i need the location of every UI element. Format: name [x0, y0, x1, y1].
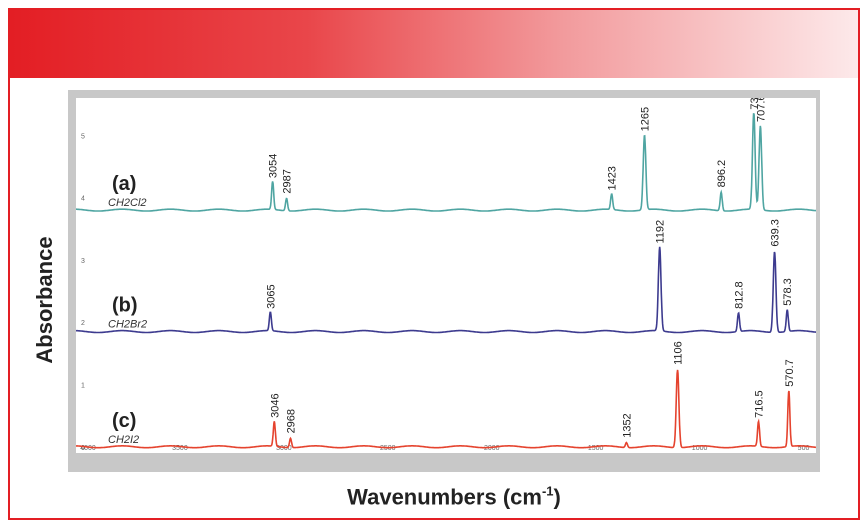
- peak-label: 1423: [607, 166, 619, 190]
- y-tick-label: 1: [81, 382, 85, 389]
- series-formula: CH2Cl2: [108, 197, 147, 209]
- peak-label: 2987: [282, 169, 294, 193]
- x-axis-label-text: Wavenumbers (cm: [347, 484, 542, 510]
- x-tick-label: 1500: [588, 445, 604, 452]
- series-formula: CH2I2: [108, 434, 139, 446]
- peak-label: 639.3: [770, 219, 782, 247]
- peak-label: 739.3: [749, 98, 761, 110]
- y-tick-label: 3: [81, 258, 85, 265]
- peak-label: 3046: [269, 393, 281, 417]
- peak-label: 1265: [640, 107, 652, 131]
- series-formula: CH2Br2: [108, 319, 147, 331]
- peak-label: 1192: [655, 220, 667, 244]
- series-line-a: [76, 113, 816, 212]
- peak-label: 570.7: [784, 359, 796, 387]
- peak-label: 3065: [265, 284, 277, 308]
- plot-area: 4000 3500 3000 2500 2000 1500 1000 500 0 1 2 3 4 5 305…: [76, 98, 816, 453]
- peak-label: 1352: [621, 413, 633, 437]
- series-line-b: [76, 246, 816, 334]
- x-tick-label: 1000: [692, 445, 708, 452]
- peak-label: 896.2: [716, 160, 728, 188]
- y-tick-label: 2: [81, 320, 85, 327]
- peak-label: 1106: [673, 341, 685, 365]
- peak-label: 2968: [286, 409, 298, 433]
- plot-frame: 4000 3500 3000 2500 2000 1500 1000 500 0 1 2 3 4 5 305…: [68, 90, 820, 472]
- peak-label: 578.3: [782, 278, 794, 306]
- x-tick-label: 2000: [484, 445, 500, 452]
- x-tick-label: 4000: [80, 445, 96, 452]
- y-tick-label: 5: [81, 133, 85, 140]
- x-axis-label-superscript: -1: [541, 483, 554, 499]
- x-axis-label: Wavenumbers (cm-1): [347, 484, 561, 511]
- x-tick-label: 3500: [172, 445, 188, 452]
- x-tick-label: 3000: [276, 445, 292, 452]
- header-banner: [10, 10, 858, 78]
- y-tick-label: 0: [81, 445, 85, 452]
- peak-label: 707.6: [755, 98, 767, 122]
- y-tick-label: 4: [81, 196, 85, 203]
- spectra-chart: 4000 3500 3000 2500 2000 1500 1000 500012345305…: [76, 98, 816, 452]
- series-tag: (b): [112, 295, 138, 317]
- y-axis-label: Absorbance: [32, 236, 57, 364]
- series-tag: (a): [112, 173, 136, 195]
- peak-label: 812.8: [734, 281, 746, 309]
- peak-label: 3054: [268, 154, 280, 178]
- x-tick-label: 500: [798, 445, 810, 452]
- x-axis-label-close: ): [553, 484, 561, 510]
- series-line-c: [76, 369, 816, 449]
- peak-label: 716.5: [754, 390, 766, 418]
- series-tag: (c): [112, 410, 136, 432]
